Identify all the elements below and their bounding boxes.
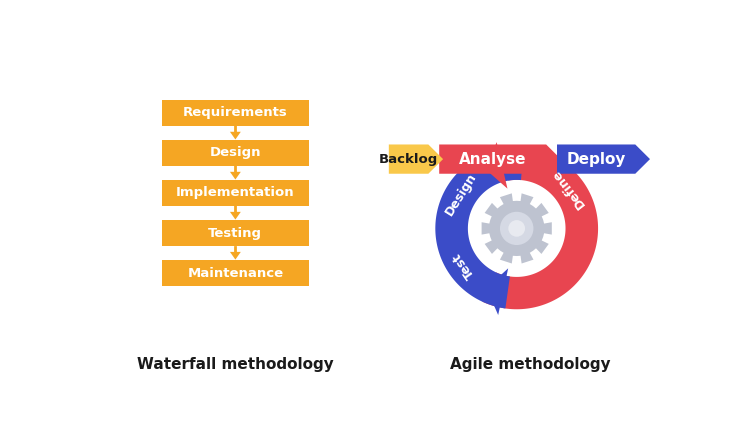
Circle shape <box>500 212 534 245</box>
Polygon shape <box>486 142 507 189</box>
Text: Design: Design <box>210 146 261 159</box>
Text: Waterfall methodology: Waterfall methodology <box>137 357 333 372</box>
Polygon shape <box>230 252 241 260</box>
Text: Analyse: Analyse <box>459 151 526 167</box>
Polygon shape <box>389 145 443 174</box>
Polygon shape <box>230 172 241 180</box>
Polygon shape <box>439 145 561 174</box>
Text: Requirements: Requirements <box>183 106 288 119</box>
Text: Implementation: Implementation <box>176 187 294 200</box>
Text: Define: Define <box>549 167 587 210</box>
Polygon shape <box>435 148 524 309</box>
FancyBboxPatch shape <box>162 260 309 286</box>
Text: Agile methodology: Agile methodology <box>450 357 610 372</box>
Polygon shape <box>482 148 598 309</box>
Polygon shape <box>557 145 650 174</box>
Polygon shape <box>481 193 552 263</box>
Text: Test: Test <box>450 250 477 281</box>
FancyBboxPatch shape <box>162 100 309 125</box>
Circle shape <box>509 220 525 237</box>
FancyBboxPatch shape <box>162 220 309 246</box>
Polygon shape <box>230 132 241 139</box>
FancyBboxPatch shape <box>162 140 309 166</box>
Polygon shape <box>486 268 508 315</box>
FancyBboxPatch shape <box>162 180 309 206</box>
Text: Backlog: Backlog <box>379 153 438 166</box>
Polygon shape <box>230 212 241 220</box>
Text: Design: Design <box>443 170 480 218</box>
Text: Maintenance: Maintenance <box>188 266 283 279</box>
Text: Deploy: Deploy <box>567 151 626 167</box>
Text: Testing: Testing <box>208 227 262 240</box>
